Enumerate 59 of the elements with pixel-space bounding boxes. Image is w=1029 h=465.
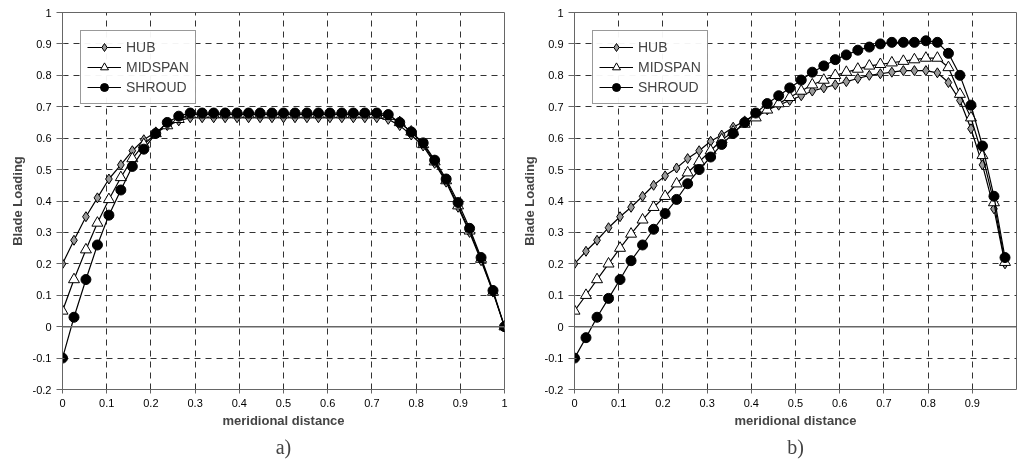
text: b) bbox=[787, 435, 804, 459]
x-tick-label: 0.2 bbox=[143, 396, 159, 409]
y-tick-label: 0.5 bbox=[36, 163, 52, 176]
y-tick-label: 0 bbox=[45, 320, 52, 333]
x-tick-label: 0.5 bbox=[787, 396, 804, 409]
x-tick-label: 0.8 bbox=[920, 396, 936, 409]
y-tick-label: 0.4 bbox=[548, 195, 564, 207]
x-tick-label: 0.1 bbox=[611, 396, 627, 409]
y-tick-label: 0.6 bbox=[36, 132, 52, 145]
y-tick-label: 0.1 bbox=[548, 289, 564, 302]
x-tick-label: 0.3 bbox=[699, 396, 715, 409]
legend-label: MIDSPAN bbox=[126, 59, 189, 75]
y-tick-label: 0.3 bbox=[548, 226, 564, 239]
x-tick-label: 0.3 bbox=[187, 396, 203, 409]
y-tick-label: 0.1 bbox=[36, 289, 52, 302]
x-tick-label: 0.2 bbox=[655, 396, 671, 409]
x-tick-label: 0.4 bbox=[743, 396, 759, 409]
y-tick-label: 0.3 bbox=[36, 226, 52, 239]
y-tick-label: 1 bbox=[45, 6, 52, 19]
y-tick-label: 0.6 bbox=[548, 132, 564, 145]
x-tick-label: 0.9 bbox=[452, 396, 468, 409]
y-axis-title: Blade Loading bbox=[521, 156, 537, 246]
y-tick-label: 0.7 bbox=[548, 100, 564, 113]
y-tick-label: -0.1 bbox=[544, 352, 564, 365]
legend-label: HUB bbox=[126, 39, 156, 55]
legend-label: HUB bbox=[638, 39, 668, 55]
x-axis-title: meridional distance bbox=[222, 412, 345, 428]
y-tick-label: 1 bbox=[557, 6, 564, 19]
y-tick-label: 0.2 bbox=[548, 257, 564, 270]
legend-label: SHROUD bbox=[638, 79, 699, 95]
y-tick-label: -0.2 bbox=[32, 383, 52, 396]
y-tick-label: 0.7 bbox=[36, 100, 52, 113]
y-axis-title: Blade Loading bbox=[9, 156, 25, 246]
legend-label: MIDSPAN bbox=[638, 59, 701, 75]
x-tick-label: 0.7 bbox=[364, 396, 380, 409]
y-tick-label: -0.2 bbox=[544, 383, 564, 396]
x-axis-title: meridional distance bbox=[734, 412, 857, 428]
y-tick-label: 0.8 bbox=[548, 69, 564, 82]
x-tick-label: 0.6 bbox=[320, 396, 336, 409]
y-tick-label: -0.1 bbox=[32, 352, 52, 365]
y-tick-label: 0 bbox=[557, 320, 564, 333]
y-tick-label: 0.9 bbox=[36, 37, 52, 50]
x-tick-label: 0 bbox=[571, 396, 578, 409]
x-tick-label: 0.9 bbox=[964, 396, 980, 409]
x-tick-label: 0.4 bbox=[231, 396, 247, 409]
x-tick-label: 0.8 bbox=[408, 396, 424, 409]
x-tick-label: 0 bbox=[59, 396, 66, 409]
x-tick-label: 0.5 bbox=[275, 396, 292, 409]
x-tick-label: 0.7 bbox=[876, 396, 892, 409]
x-tick-label: 1 bbox=[501, 396, 508, 409]
y-tick-label: 0.5 bbox=[548, 163, 564, 176]
y-tick-label: 0.9 bbox=[548, 37, 564, 50]
x-tick-label: 0.1 bbox=[99, 396, 115, 409]
text: a) bbox=[275, 435, 292, 459]
y-tick-label: 0.4 bbox=[36, 195, 52, 207]
legend-label: SHROUD bbox=[126, 79, 187, 95]
x-tick-label: 0.6 bbox=[832, 396, 848, 409]
y-tick-label: 0.2 bbox=[36, 257, 52, 270]
y-tick-label: 0.8 bbox=[36, 69, 52, 82]
